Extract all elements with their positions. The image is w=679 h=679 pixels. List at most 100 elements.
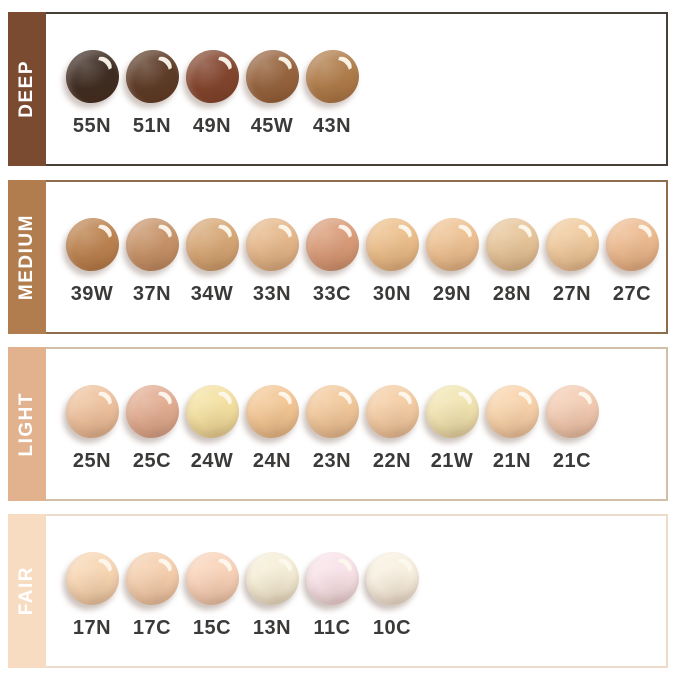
swatch-circle [245, 385, 299, 438]
swatch-circle [485, 385, 539, 438]
row-sidebar: DEEP [8, 12, 46, 166]
swatch-code: 45W [250, 115, 294, 137]
swatch-code: 23N [312, 450, 352, 472]
swatch-circle [365, 218, 419, 271]
swatch: 21N [482, 385, 542, 473]
swatch: 23N [302, 385, 362, 473]
swatch-code: 13N [252, 617, 292, 639]
swatch-code: 17C [132, 617, 172, 639]
shade-row-medium: MEDIUM 39W 37N 34W 33N 33C 30N 29N 28N 2… [8, 180, 668, 334]
swatch-code: 39W [70, 283, 114, 305]
swatch-code: 33N [252, 283, 292, 305]
swatch-code: 11C [313, 617, 351, 639]
swatch-circle [245, 552, 299, 605]
swatch-list: 39W 37N 34W 33N 33C 30N 29N 28N 27N 27C [62, 218, 662, 306]
swatch-code: 21N [492, 450, 532, 472]
shade-row-deep: DEEP 55N 51N 49N 45W 43N [8, 12, 668, 166]
swatch-code: 21W [430, 450, 474, 472]
swatch: 24W [182, 385, 242, 473]
swatch: 33N [242, 218, 302, 306]
swatch-code: 22N [372, 450, 412, 472]
swatch-code: 30N [372, 283, 412, 305]
swatch: 27N [542, 218, 602, 306]
row-sidebar: FAIR [8, 514, 46, 668]
swatch: 34W [182, 218, 242, 306]
swatch-circle [185, 50, 239, 103]
swatch: 45W [242, 50, 302, 138]
swatch: 22N [362, 385, 422, 473]
swatch: 49N [182, 50, 242, 138]
swatch-circle [305, 385, 359, 438]
swatch: 30N [362, 218, 422, 306]
swatch: 43N [302, 50, 362, 138]
swatch: 21W [422, 385, 482, 473]
row-label: DEEP [16, 60, 37, 118]
swatch: 24N [242, 385, 302, 473]
swatch-code: 25N [72, 450, 112, 472]
row-sidebar: LIGHT [8, 347, 46, 501]
swatch-list: 25N 25C 24W 24N 23N 22N 21W 21N 21C [62, 385, 602, 473]
swatch-circle [125, 552, 179, 605]
row-label: MEDIUM [16, 213, 37, 301]
swatch: 29N [422, 218, 482, 306]
swatch-code: 21C [552, 450, 592, 472]
swatch-circle [545, 218, 599, 271]
swatch: 27C [602, 218, 662, 306]
row-label: FAIR [16, 566, 37, 616]
swatch: 21C [542, 385, 602, 473]
swatch-code: 29N [432, 283, 472, 305]
swatch: 25N [62, 385, 122, 473]
swatch: 33C [302, 218, 362, 306]
swatch-circle [425, 218, 479, 271]
swatch-circle [365, 385, 419, 438]
swatch-circle [185, 385, 239, 438]
swatch-code: 17N [72, 617, 112, 639]
swatch-code: 27C [612, 283, 652, 305]
swatch: 51N [122, 50, 182, 138]
swatch-circle [545, 385, 599, 438]
swatch: 11C [302, 552, 362, 640]
swatch-circle [65, 218, 119, 271]
swatch-list: 55N 51N 49N 45W 43N [62, 50, 362, 138]
swatch-circle [605, 218, 659, 271]
row-sidebar: MEDIUM [8, 180, 46, 334]
swatch-circle [125, 50, 179, 103]
swatch-circle [65, 552, 119, 605]
shade-row-fair: FAIR 17N 17C 15C 13N 11C 10C [8, 514, 668, 668]
row-label: LIGHT [16, 391, 37, 457]
swatch-circle [65, 385, 119, 438]
shade-row-light: LIGHT 25N 25C 24W 24N 23N 22N 21W 21N 21… [8, 347, 668, 501]
swatch-code: 10C [372, 617, 412, 639]
swatch: 37N [122, 218, 182, 306]
swatch-code: 43N [312, 115, 352, 137]
swatch-circle [305, 552, 359, 605]
swatch-code: 55N [72, 115, 112, 137]
swatch-code: 37N [132, 283, 172, 305]
swatch-code: 51N [132, 115, 172, 137]
swatch-circle [245, 218, 299, 271]
swatch-circle [485, 218, 539, 271]
swatch: 39W [62, 218, 122, 306]
swatch-circle [185, 552, 239, 605]
swatch-circle [425, 385, 479, 438]
swatch-code: 15C [192, 617, 232, 639]
swatch-circle [125, 218, 179, 271]
swatch-code: 33C [312, 283, 352, 305]
swatch-code: 49N [192, 115, 232, 137]
swatch-circle [185, 218, 239, 271]
swatch-circle [65, 50, 119, 103]
swatch-circle [365, 552, 419, 605]
swatch: 13N [242, 552, 302, 640]
swatch-circle [305, 218, 359, 271]
swatch-code: 28N [492, 283, 532, 305]
swatch: 17C [122, 552, 182, 640]
swatch: 28N [482, 218, 542, 306]
swatch-circle [245, 50, 299, 103]
swatch-code: 34W [190, 283, 234, 305]
swatch-circle [125, 385, 179, 438]
swatch: 15C [182, 552, 242, 640]
swatch: 25C [122, 385, 182, 473]
swatch-code: 24N [252, 450, 292, 472]
swatch-list: 17N 17C 15C 13N 11C 10C [62, 552, 422, 640]
